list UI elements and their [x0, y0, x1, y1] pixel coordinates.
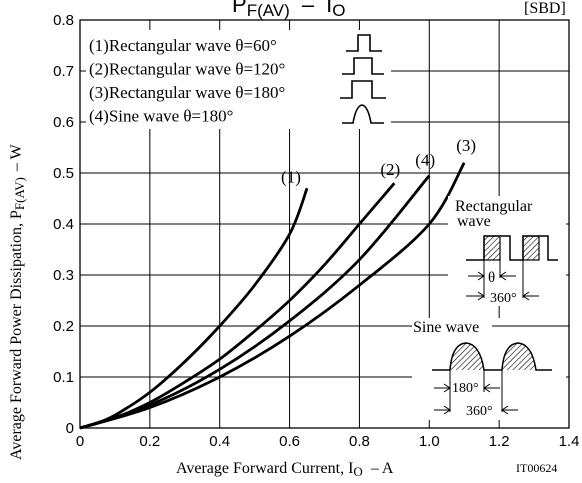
- curves: [79, 162, 466, 430]
- legend-background: [86, 30, 391, 129]
- inset-sine-outline: [432, 342, 552, 371]
- chart-title: PF(AV) – IO: [232, 0, 345, 20]
- y-tick-label: 0: [66, 420, 74, 437]
- inset-sine-label: Sine wave: [413, 319, 479, 336]
- legend-symbol-rect-180: [340, 80, 386, 99]
- inset-rect-period: 360°: [490, 291, 517, 306]
- x-tick-label: 0.4: [209, 433, 230, 450]
- legend-symbol-sine: [342, 104, 384, 124]
- inset-sine-period: 360°: [466, 404, 493, 419]
- series-label: (1): [281, 167, 301, 186]
- legend-entry: (3)Rectangular wave θ=180°: [89, 83, 285, 102]
- y-tick-label: 0.4: [53, 216, 74, 233]
- inset-rect-wave: [466, 235, 558, 301]
- inset-rect-label-1: Rectangular: [455, 198, 533, 215]
- legend-symbol-rect-60: [346, 34, 382, 52]
- y-tick-label: 0.8: [53, 12, 74, 29]
- inset-rect-background: [448, 196, 566, 306]
- inset-sine-wave: [432, 342, 552, 415]
- x-tick-label: 0.8: [349, 433, 370, 450]
- legend-entry: (1)Rectangular wave θ=60°: [89, 36, 277, 55]
- y-tick-label: 0.7: [53, 63, 74, 80]
- inset-rect-outline: [466, 235, 558, 261]
- series-label: (4): [415, 151, 435, 170]
- inset-rect-pulse-1: [483, 235, 501, 261]
- inset-sine-half: 180°: [452, 381, 479, 396]
- y-tick-label: 0.5: [53, 165, 74, 182]
- legend-symbol-rect-120: [342, 57, 384, 75]
- inset-sine-background: [412, 318, 566, 420]
- series-line: [79, 162, 466, 430]
- x-tick-label: 0.6: [279, 433, 300, 450]
- inset-sine-hump-2: [502, 343, 536, 370]
- series-label: (2): [380, 160, 400, 179]
- x-tick-label: 1.0: [419, 433, 440, 450]
- legend-symbols: [340, 34, 386, 124]
- y-tick-label: 0.2: [53, 318, 74, 335]
- x-tick-label: 0: [76, 433, 84, 450]
- inset-rect-theta: θ: [488, 270, 495, 286]
- series-line: [79, 174, 431, 430]
- y-tick-label: 0.1: [53, 369, 74, 386]
- y-tick-label: 0.6: [53, 114, 74, 131]
- curve-labels: (1) (2) (3) (4): [281, 136, 476, 187]
- x-tick-label: 0.2: [139, 433, 160, 450]
- x-tick-label: 1.4: [559, 433, 580, 450]
- y-tick-label: 0.3: [53, 267, 74, 284]
- x-tick-label: 1.2: [489, 433, 510, 450]
- chart-tag: [SBD]: [524, 0, 566, 17]
- tick-labels: 0 0.2 0.4 0.6 0.8 1.0 1.2 1.4 0 0.1 0.2 0.3 0.4 0.5 0.…: [53, 12, 579, 450]
- inset-rect-label-2: wave: [457, 213, 491, 230]
- series-label: (3): [456, 136, 476, 155]
- figure-code: IT00624: [516, 461, 557, 475]
- plot-frame: [79, 19, 570, 429]
- inset-sine-hump-1: [450, 343, 484, 370]
- y-axis-label: Average Forward Power Dissipation, PF(AV…: [8, 143, 27, 460]
- x-axis-label: Average Forward Current, IO – A: [176, 460, 394, 479]
- legend: (1)Rectangular wave θ=60° (2)Rectangular …: [89, 36, 285, 126]
- legend-entry: (4)Sine wave θ=180°: [89, 107, 233, 126]
- inset-rect-pulse-2: [522, 235, 540, 261]
- legend-entry: (2)Rectangular wave θ=120°: [89, 60, 285, 79]
